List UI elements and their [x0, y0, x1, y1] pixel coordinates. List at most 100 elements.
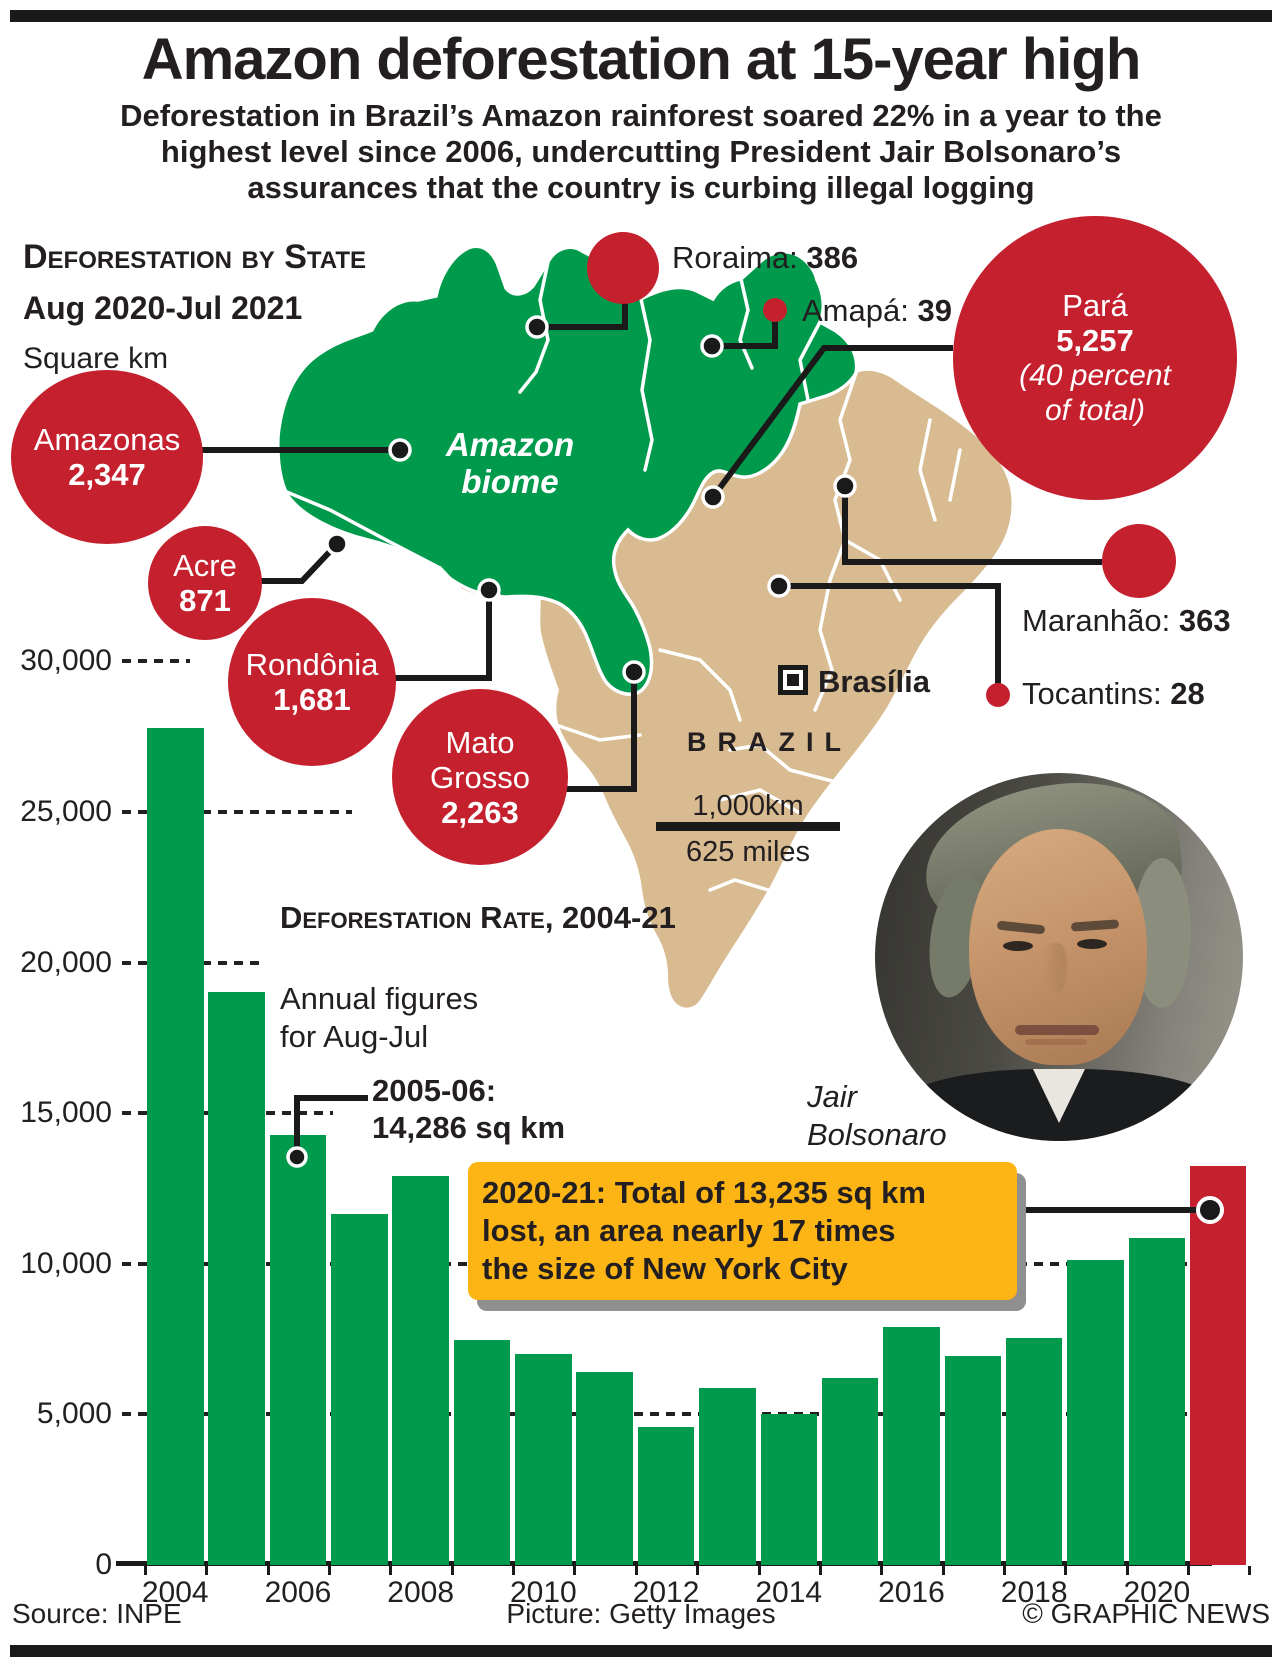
circle-acre: Acre 871: [148, 526, 262, 640]
circle-rondonia: Rondônia 1,681: [228, 598, 396, 766]
axis-tick: [1125, 1566, 1129, 1575]
bar-2010: [515, 1354, 572, 1565]
circle-para: Pará 5,257 (40 percent of total): [953, 216, 1237, 500]
axis-tick: [757, 1566, 761, 1575]
axis-tick: [328, 1566, 332, 1575]
x-axis-label-2018: 2018: [1000, 1576, 1068, 1609]
bar-2013: [699, 1387, 756, 1565]
chart-title: Deforestation Rate, 2004-21: [280, 900, 676, 935]
state-value: 1,681: [273, 682, 351, 717]
bar-2007: [331, 1214, 388, 1565]
state-name: Mato Grosso: [430, 724, 530, 795]
axis-tick: [696, 1566, 700, 1575]
picture-credit: Picture: Getty Images: [506, 1598, 776, 1629]
x-axis-label-2020: 2020: [1123, 1576, 1191, 1609]
state-name: Acre: [173, 548, 237, 583]
state-label-value: 386: [806, 240, 859, 275]
state-label-name: Maranhão:: [1022, 603, 1171, 638]
axis-tick: [634, 1566, 638, 1575]
photo-caption: Jair Bolsonaro: [807, 1079, 947, 1152]
state-label-name: Roraima:: [672, 240, 798, 275]
portrait-mouth-shadow: [1025, 1039, 1087, 1045]
axis-tick: [880, 1566, 884, 1575]
label-amapa: Amapá: 39: [802, 293, 952, 329]
graphic-news-credit: © GRAPHIC NEWS: [1022, 1598, 1270, 1629]
axis-tick: [1002, 1566, 1006, 1575]
portrait-eye-left: [1003, 941, 1033, 951]
state-value: 5,257: [1056, 323, 1134, 358]
page-title: Amazon deforestation at 15-year high: [141, 27, 1142, 92]
circle-mato-grosso: Mato Grosso 2,263: [392, 689, 568, 865]
label-tocantins: Tocantins: 28: [1022, 676, 1205, 712]
dot-tocantins: [986, 683, 1010, 707]
bottom-rule: [10, 1645, 1272, 1657]
bar-2017: [944, 1355, 1002, 1565]
state-name: Amazonas: [33, 422, 181, 457]
x-axis-label-2006: 2006: [264, 1576, 332, 1609]
state-label-name: Tocantins:: [1022, 676, 1162, 711]
portrait-eye-right: [1077, 939, 1107, 949]
capital-label: Brasília: [818, 664, 931, 699]
amazon-biome-label: Amazon biome: [445, 426, 575, 500]
axis-tick: [144, 1566, 147, 1575]
axis-tick: [1186, 1566, 1190, 1575]
annotation-2021-box: 2020-21: Total of 13,235 sq km lost, an …: [468, 1162, 1017, 1300]
scale-bar: [656, 822, 840, 831]
x-axis-label-2014: 2014: [755, 1576, 823, 1609]
gridline-25000: [122, 809, 352, 814]
annotation-2006: 2005-06: 14,286 sq km: [372, 1073, 566, 1145]
axis-tick: [573, 1566, 577, 1575]
circle-maranhao: [1102, 524, 1176, 598]
x-axis-label-2016: 2016: [878, 1576, 945, 1609]
state-label-value: 363: [1178, 603, 1231, 638]
source-credit: Source: INPE: [12, 1598, 182, 1629]
map-section-period: Aug 2020-Jul 2021: [23, 290, 303, 326]
axis-tick: [941, 1566, 945, 1575]
gridline-5000: [122, 1412, 1200, 1417]
y-axis-label-10000: 10,000: [20, 1246, 112, 1280]
top-rule: [10, 10, 1272, 22]
y-axis-label-25000: 25,000: [20, 794, 112, 828]
y-axis-label-0: 0: [95, 1548, 112, 1581]
annotation-2021-text: 2020-21: Total of 13,235 sq km lost, an …: [482, 1175, 926, 1286]
portrait-mouth: [1015, 1025, 1099, 1035]
scale-miles-label: 625 miles: [685, 836, 811, 868]
axis-tick: [1248, 1566, 1252, 1575]
bar-2009: [453, 1340, 511, 1565]
capital-marker-dot: [787, 674, 799, 686]
y-axis-label-30000: 30,000: [20, 644, 112, 678]
state-label-value: 28: [1170, 676, 1205, 711]
state-label-value: 39: [917, 293, 952, 328]
state-borders: [280, 260, 962, 892]
x-axis-label-2004: 2004: [141, 1576, 209, 1609]
map-section-heading: Deforestation by State: [23, 238, 367, 276]
bar-2015: [821, 1378, 879, 1565]
bar-2004: [147, 728, 204, 1565]
chart-subtitle: Annual figures for Aug-Jul: [280, 981, 479, 1054]
circle-roraima: [587, 232, 659, 304]
x-axis-label-2012: 2012: [632, 1576, 700, 1609]
x-axis-label-2010: 2010: [509, 1576, 577, 1609]
bar-2020: [1128, 1238, 1186, 1565]
state-value: 871: [179, 583, 231, 618]
y-axis-label-15000: 15,000: [20, 1096, 112, 1130]
bar-2018: [1005, 1338, 1063, 1565]
map-section-unit: Square km: [23, 342, 169, 375]
state-value: 2,263: [441, 794, 519, 830]
page-subtitle: Deforestation in Brazil’s Amazon rainfor…: [120, 98, 1162, 205]
bar-2016: [883, 1327, 940, 1565]
axis-tick: [1064, 1566, 1068, 1575]
state-label-name: Amapá:: [802, 293, 909, 328]
axis-tick: [205, 1566, 209, 1575]
y-axis-label-20000: 20,000: [20, 945, 112, 979]
bar-2019: [1067, 1259, 1124, 1565]
country-label: BRAZIL: [687, 727, 852, 757]
state-value: 2,347: [68, 457, 146, 492]
axis-tick: [266, 1566, 270, 1575]
bar-2005: [208, 992, 265, 1565]
state-name: Pará: [1062, 288, 1128, 323]
scale-km-label: 1,000km: [692, 790, 804, 822]
gridline-30000: [122, 659, 190, 664]
label-maranhao: Maranhão: 363: [1022, 603, 1231, 639]
